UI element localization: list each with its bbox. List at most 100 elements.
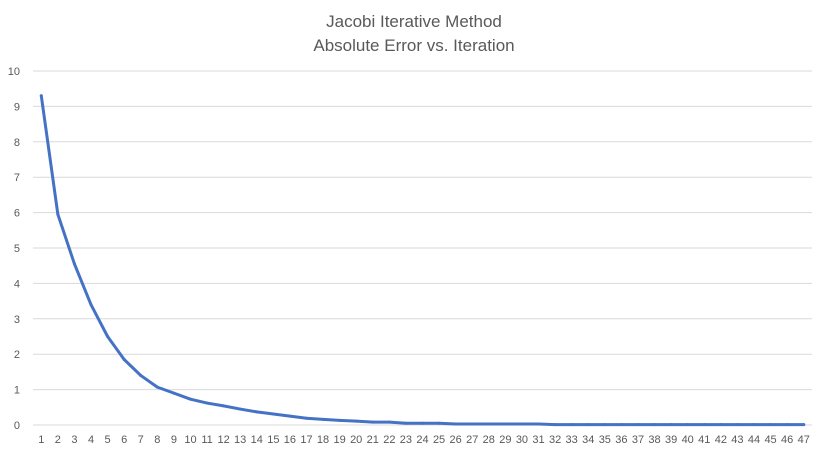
data-point [205, 401, 209, 405]
x-tick-label: 11 [201, 434, 212, 446]
data-point [769, 423, 773, 427]
y-tick-label: 5 [14, 243, 20, 255]
data-point [603, 423, 607, 427]
data-point [586, 423, 590, 427]
x-axis-tick-labels: 1 2 3 4 5 6 7 8 9 10 11 12 13 14 15 16 17 18 19 20 21 22 23 24 2… [38, 434, 810, 446]
data-point [570, 423, 574, 427]
x-tick-label: 3 [71, 434, 77, 446]
x-tick-label: 30 [516, 434, 528, 446]
data-point [785, 423, 789, 427]
x-tick-label: 36 [615, 434, 627, 446]
data-point [304, 416, 308, 420]
x-tick-label: 18 [317, 434, 329, 446]
x-tick-label: 27 [466, 434, 478, 446]
data-point [752, 423, 756, 427]
series-line-0 [39, 94, 806, 427]
x-tick-label: 32 [549, 434, 561, 446]
x-tick-label: 2 [55, 434, 61, 446]
data-point [487, 422, 491, 426]
data-point [802, 423, 806, 427]
data-point [636, 423, 640, 427]
x-tick-label: 46 [781, 434, 793, 446]
x-tick-label: 15 [267, 434, 279, 446]
x-tick-label: 14 [251, 434, 263, 446]
series-lines [39, 94, 806, 427]
x-tick-label: 6 [121, 434, 127, 446]
y-tick-label: 0 [14, 420, 20, 432]
x-tick-label: 37 [632, 434, 644, 446]
x-tick-label: 31 [532, 434, 544, 446]
x-tick-label: 1 [38, 434, 44, 446]
x-tick-label: 22 [383, 434, 395, 446]
x-tick-label: 12 [217, 434, 229, 446]
data-point [188, 397, 192, 401]
x-tick-label: 25 [433, 434, 445, 446]
data-point [39, 94, 43, 98]
y-tick-label: 8 [14, 137, 20, 149]
data-point [288, 414, 292, 418]
x-tick-label: 8 [154, 434, 160, 446]
data-point [537, 422, 541, 426]
data-point [719, 423, 723, 427]
data-point [72, 262, 76, 266]
x-tick-label: 19 [334, 434, 346, 446]
x-tick-label: 23 [400, 434, 412, 446]
x-tick-label: 33 [566, 434, 578, 446]
data-point [338, 418, 342, 422]
data-point [702, 423, 706, 427]
data-point [106, 335, 110, 338]
x-tick-label: 42 [715, 434, 727, 446]
data-point [155, 385, 159, 389]
y-tick-label: 1 [14, 385, 20, 397]
data-point [89, 303, 93, 307]
data-point [371, 420, 375, 424]
data-point [387, 420, 391, 424]
data-point [553, 423, 557, 427]
data-point [255, 410, 259, 414]
y-axis-tick-labels: 0 1 2 3 4 5 6 7 8 9 10 [8, 66, 20, 432]
y-tick-label: 4 [14, 278, 20, 290]
x-tick-label: 16 [284, 434, 296, 446]
x-tick-label: 5 [105, 434, 111, 446]
y-tick-label: 2 [14, 349, 20, 361]
data-point [421, 421, 424, 425]
x-tick-label: 39 [665, 434, 677, 446]
data-point [520, 422, 524, 426]
data-point [470, 422, 474, 426]
chart-title: Jacobi Iterative Method Absolute Error v… [313, 12, 514, 55]
x-tick-label: 45 [764, 434, 776, 446]
data-point [404, 421, 408, 425]
y-tick-label: 3 [14, 314, 20, 326]
x-tick-label: 44 [748, 434, 760, 446]
gridlines [33, 70, 812, 426]
data-point [139, 373, 143, 377]
x-tick-label: 26 [450, 434, 462, 446]
data-point [271, 412, 275, 416]
data-point [222, 404, 226, 408]
x-tick-label: 4 [88, 434, 94, 446]
x-tick-label: 43 [731, 434, 743, 446]
x-tick-label: 10 [184, 434, 196, 446]
data-point [735, 423, 739, 427]
x-tick-label: 34 [582, 434, 594, 446]
x-tick-label: 40 [682, 434, 694, 446]
data-point [503, 422, 507, 426]
data-point [619, 423, 623, 427]
data-point [686, 423, 690, 427]
x-tick-label: 47 [798, 434, 810, 446]
x-tick-label: 7 [138, 434, 144, 446]
y-tick-label: 6 [14, 208, 20, 220]
y-tick-label: 7 [14, 172, 20, 184]
data-point [321, 417, 325, 421]
data-point [56, 212, 60, 216]
data-point [354, 419, 358, 423]
data-point [653, 423, 657, 427]
x-tick-label: 41 [698, 434, 710, 446]
data-point [669, 423, 673, 427]
y-tick-label: 9 [14, 101, 20, 113]
x-tick-label: 17 [300, 434, 312, 446]
x-tick-label: 21 [367, 434, 379, 446]
chart-title-line-1: Jacobi Iterative Method [326, 12, 502, 31]
